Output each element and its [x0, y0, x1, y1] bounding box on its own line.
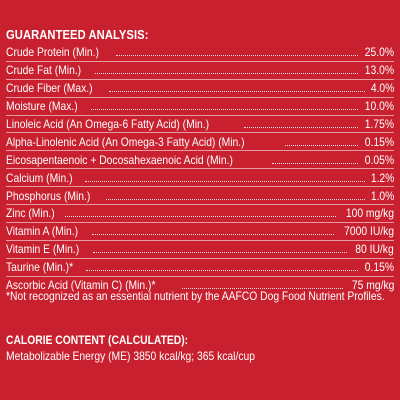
- nutrient-label: Linoleic Acid (An Omega-6 Fatty Acid) (M…: [6, 117, 210, 131]
- nutrient-value: 100 mg/kg: [345, 206, 394, 221]
- nutrient-label: Crude Fat (Min.): [6, 63, 82, 78]
- nutrient-value: 13.0%: [364, 63, 394, 78]
- analysis-row: Linoleic Acid (An Omega-6 Fatty Acid) (M…: [6, 116, 394, 134]
- dot-leader: [64, 207, 336, 219]
- nutrient-value: 1.0%: [370, 188, 394, 203]
- nutrient-value: 0.15%: [364, 134, 394, 149]
- nutrient-value: 80 IU/kg: [355, 242, 394, 257]
- nutrient-label: Crude Protein (Min.): [6, 45, 99, 60]
- nutrient-value: 75 mg/kg: [351, 278, 394, 293]
- analysis-row: Crude Protein (Min.) 25.0%: [6, 44, 394, 62]
- dot-leader: [86, 261, 358, 273]
- nutrient-value: 0.15%: [364, 260, 394, 275]
- analysis-row: Zinc (Min.) 100 mg/kg: [6, 205, 394, 223]
- nutrient-label: Ascorbic Acid (Vitamin C) (Min.)*: [6, 278, 156, 293]
- dot-leader: [181, 279, 343, 291]
- nutrient-label: Phosphorus (Min.): [6, 188, 91, 203]
- analysis-row: Phosphorus (Min.) 1.0%: [6, 187, 394, 206]
- dot-leader: [85, 172, 365, 184]
- nutrient-label: Moisture (Max.): [6, 99, 78, 114]
- analysis-row: Ascorbic Acid (Vitamin C) (Min.)* 75 mg/…: [6, 277, 394, 294]
- nutrient-label: Crude Fiber (Max.): [6, 81, 93, 96]
- analysis-row: Crude Fat (Min.) 13.0%: [6, 62, 394, 80]
- nutrient-label: Eicosapentaenoic + Docosahexaenoic Acid …: [6, 152, 233, 167]
- dot-leader: [285, 136, 358, 148]
- calorie-content-heading: CALORIE CONTENT (CALCULATED):: [6, 333, 189, 347]
- analysis-row: Moisture (Max.) 10.0%: [6, 98, 394, 116]
- aafco-footnote: *Not recognized as an essential nutrient…: [6, 289, 385, 303]
- guaranteed-analysis-heading: GUARANTEED ANALYSIS:: [6, 27, 149, 42]
- analysis-row: Alpha-Linolenic Acid (An Omega-3 Fatty A…: [6, 133, 394, 152]
- nutrient-label: Alpha-Linolenic Acid (An Omega-3 Fatty A…: [6, 134, 245, 149]
- dot-leader: [244, 118, 358, 130]
- dot-leader: [91, 100, 358, 112]
- analysis-row: Crude Fiber (Max.) 4.0%: [6, 80, 394, 98]
- nutrient-label: Calcium (Min.): [6, 170, 73, 185]
- nutrient-value: 1.75%: [364, 117, 394, 131]
- nutrient-value: 4.0%: [370, 81, 394, 96]
- nutrient-value: 7000 IU/kg: [344, 224, 394, 239]
- dot-leader: [95, 64, 358, 76]
- analysis-row: Calcium (Min.) 1.2%: [6, 169, 394, 188]
- nutrient-value: 10.0%: [364, 99, 394, 114]
- analysis-table: Crude Protein (Min.) 25.0% Crude Fat (Mi…: [6, 44, 394, 293]
- dot-leader: [108, 82, 365, 94]
- nutrient-label: Zinc (Min.): [6, 206, 55, 221]
- analysis-row: Vitamin E (Min.) 80 IU/kg: [6, 241, 394, 259]
- dot-leader: [93, 243, 348, 255]
- nutrient-label: Vitamin E (Min.): [6, 242, 80, 257]
- nutrient-value: 1.2%: [370, 170, 394, 185]
- nutrient-value: 0.05%: [364, 152, 394, 167]
- nutrient-label: Vitamin A (Min.): [6, 224, 79, 239]
- analysis-row: Eicosapentaenoic + Docosahexaenoic Acid …: [6, 151, 394, 170]
- dot-leader: [116, 46, 358, 58]
- nutrient-value: 25.0%: [364, 45, 394, 60]
- dot-leader: [106, 190, 365, 202]
- metabolizable-energy-text: Metabolizable Energy (ME) 3850 kcal/kg; …: [6, 349, 255, 363]
- analysis-row: Vitamin A (Min.) 7000 IU/kg: [6, 223, 394, 241]
- dot-leader: [91, 225, 334, 237]
- dot-leader: [271, 154, 358, 166]
- analysis-row: Taurine (Min.)* 0.15%: [6, 259, 394, 277]
- nutrient-label: Taurine (Min.)*: [6, 260, 74, 275]
